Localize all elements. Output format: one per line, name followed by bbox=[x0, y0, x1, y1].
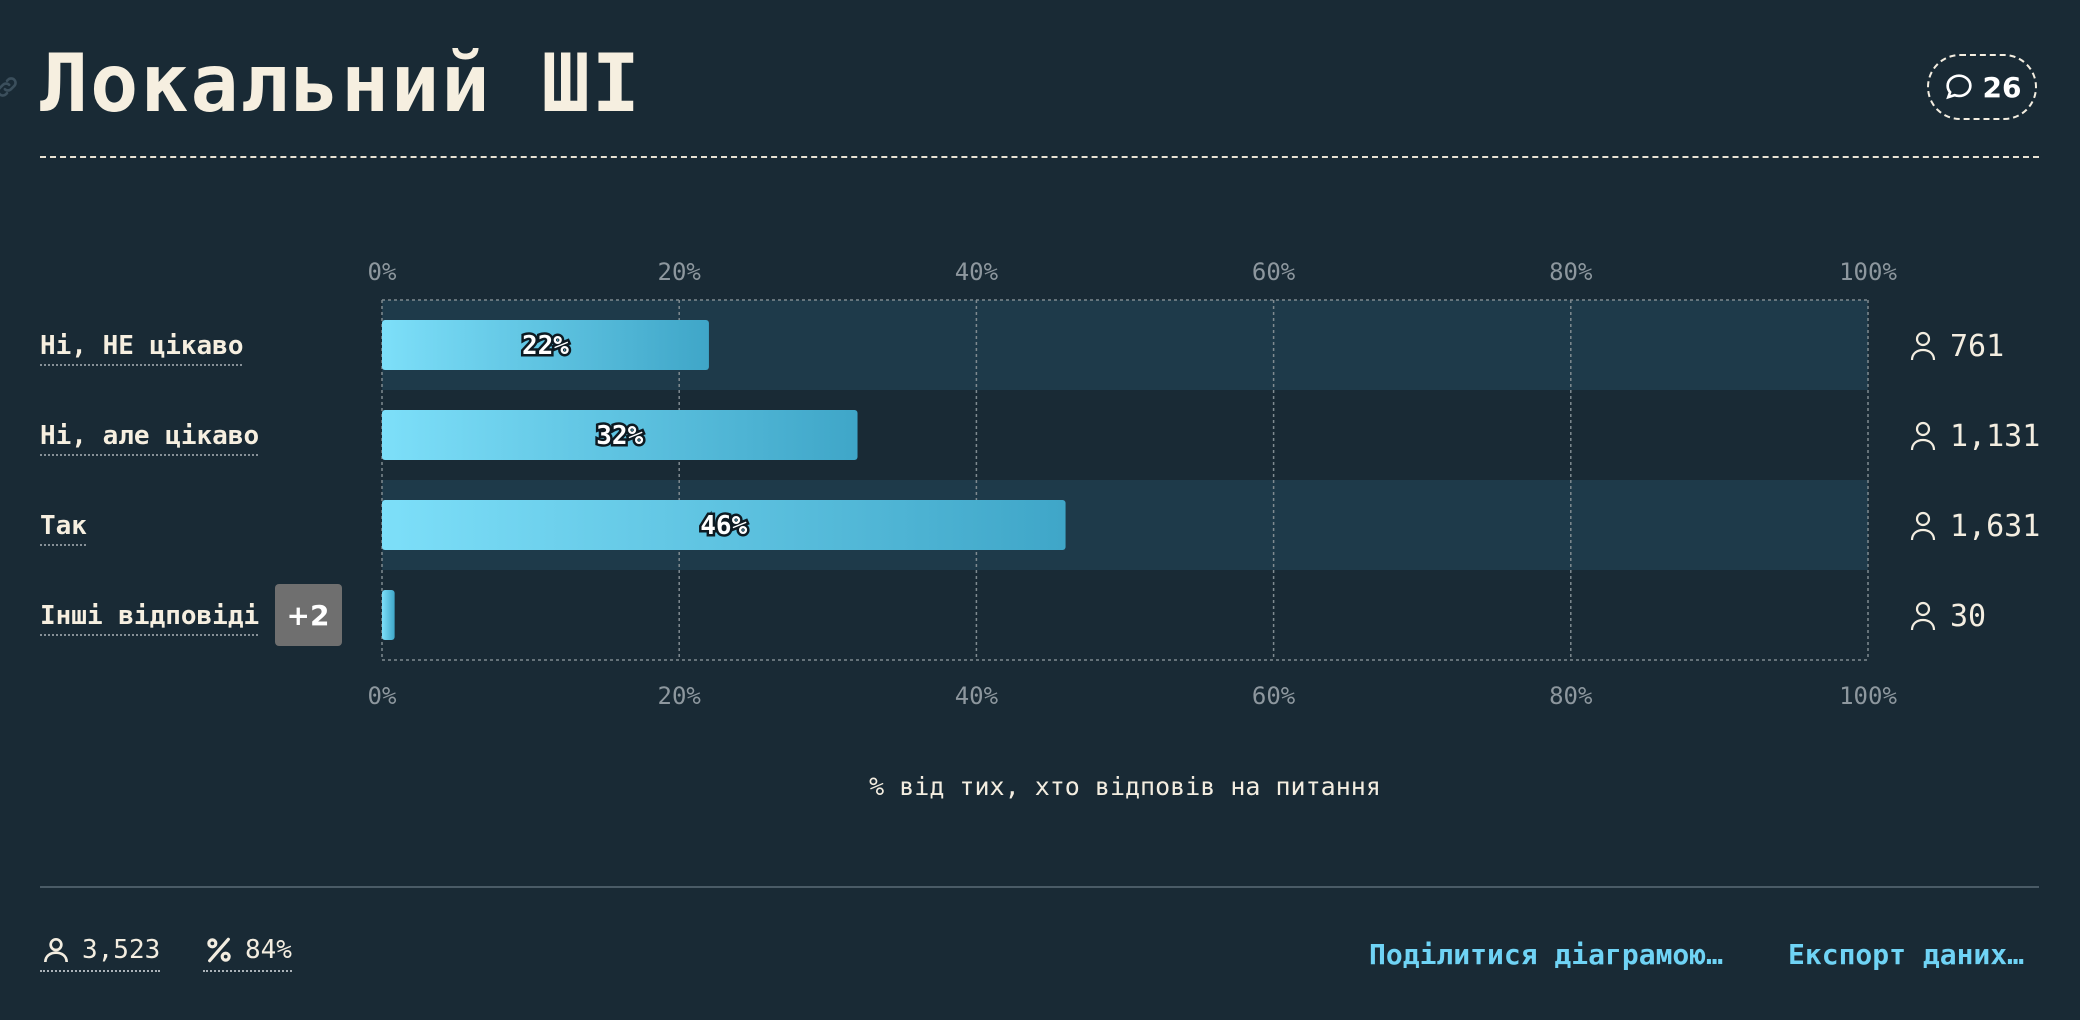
respondents-count: 3,523 bbox=[82, 935, 161, 965]
person-icon bbox=[1910, 601, 1936, 631]
category-label[interactable]: Інші відповіді bbox=[40, 601, 259, 631]
title-divider bbox=[40, 156, 2039, 158]
bar[interactable] bbox=[382, 320, 709, 370]
person-icon bbox=[1910, 511, 1936, 541]
comment-count: 26 bbox=[1982, 70, 2022, 104]
x-tick-top: 60% bbox=[1252, 258, 1296, 286]
category-label[interactable]: Так bbox=[40, 511, 87, 541]
bar-value-label: 32% bbox=[596, 421, 643, 451]
link-icon[interactable] bbox=[0, 74, 20, 100]
comment-icon bbox=[1945, 74, 1972, 100]
page-title: Локальний ШІ bbox=[40, 37, 642, 130]
bar[interactable] bbox=[382, 410, 858, 460]
x-tick-top: 0% bbox=[368, 258, 397, 286]
respondent-count: 30 bbox=[1950, 599, 1986, 634]
respondent-count: 1,131 bbox=[1950, 419, 2040, 454]
category-label[interactable]: Ні, НЕ цікаво bbox=[40, 331, 244, 361]
category-label[interactable]: Ні, але цікаво bbox=[40, 421, 259, 451]
respondent-count: 761 bbox=[1950, 329, 2004, 364]
footer-divider bbox=[40, 886, 2039, 888]
x-tick-top: 100% bbox=[1839, 258, 1897, 286]
other-answers-badge-label: +2 bbox=[287, 599, 330, 632]
person-icon bbox=[1910, 331, 1936, 361]
x-tick-bottom: 80% bbox=[1549, 682, 1593, 710]
export-data-link[interactable]: Експорт даних… bbox=[1788, 938, 2025, 971]
comments-button[interactable]: 26 bbox=[1927, 54, 2037, 120]
response-rate: 84% bbox=[245, 935, 292, 965]
bar[interactable] bbox=[382, 590, 395, 640]
x-tick-top: 40% bbox=[955, 258, 999, 286]
x-tick-bottom: 60% bbox=[1252, 682, 1296, 710]
x-tick-top: 80% bbox=[1549, 258, 1593, 286]
respondents-stat[interactable]: 3,523 bbox=[40, 934, 161, 972]
bar-value-label: 22% bbox=[522, 331, 569, 361]
bar[interactable] bbox=[382, 500, 1066, 550]
x-tick-top: 20% bbox=[658, 258, 702, 286]
respondent-count: 1,631 bbox=[1950, 509, 2040, 544]
person-icon bbox=[44, 938, 68, 963]
percent-icon bbox=[207, 937, 231, 963]
person-icon bbox=[1910, 421, 1936, 451]
bar-value-label: 46% bbox=[700, 511, 747, 541]
x-axis-label: % від тих, хто відповів на питання bbox=[869, 772, 1381, 801]
x-tick-bottom: 20% bbox=[658, 682, 702, 710]
x-tick-bottom: 100% bbox=[1839, 682, 1897, 710]
bar-chart: 0% 0% 20% 20% 40% 40% 60% 60% 80% 80% 100% 100% 22% Н… bbox=[40, 258, 2040, 801]
response-rate-stat[interactable]: 84% bbox=[203, 934, 292, 972]
x-tick-bottom: 0% bbox=[368, 682, 397, 710]
x-tick-bottom: 40% bbox=[955, 682, 999, 710]
other-answers-badge[interactable] bbox=[275, 584, 342, 646]
share-chart-link[interactable]: Поділитися діаграмою… bbox=[1369, 938, 1724, 971]
